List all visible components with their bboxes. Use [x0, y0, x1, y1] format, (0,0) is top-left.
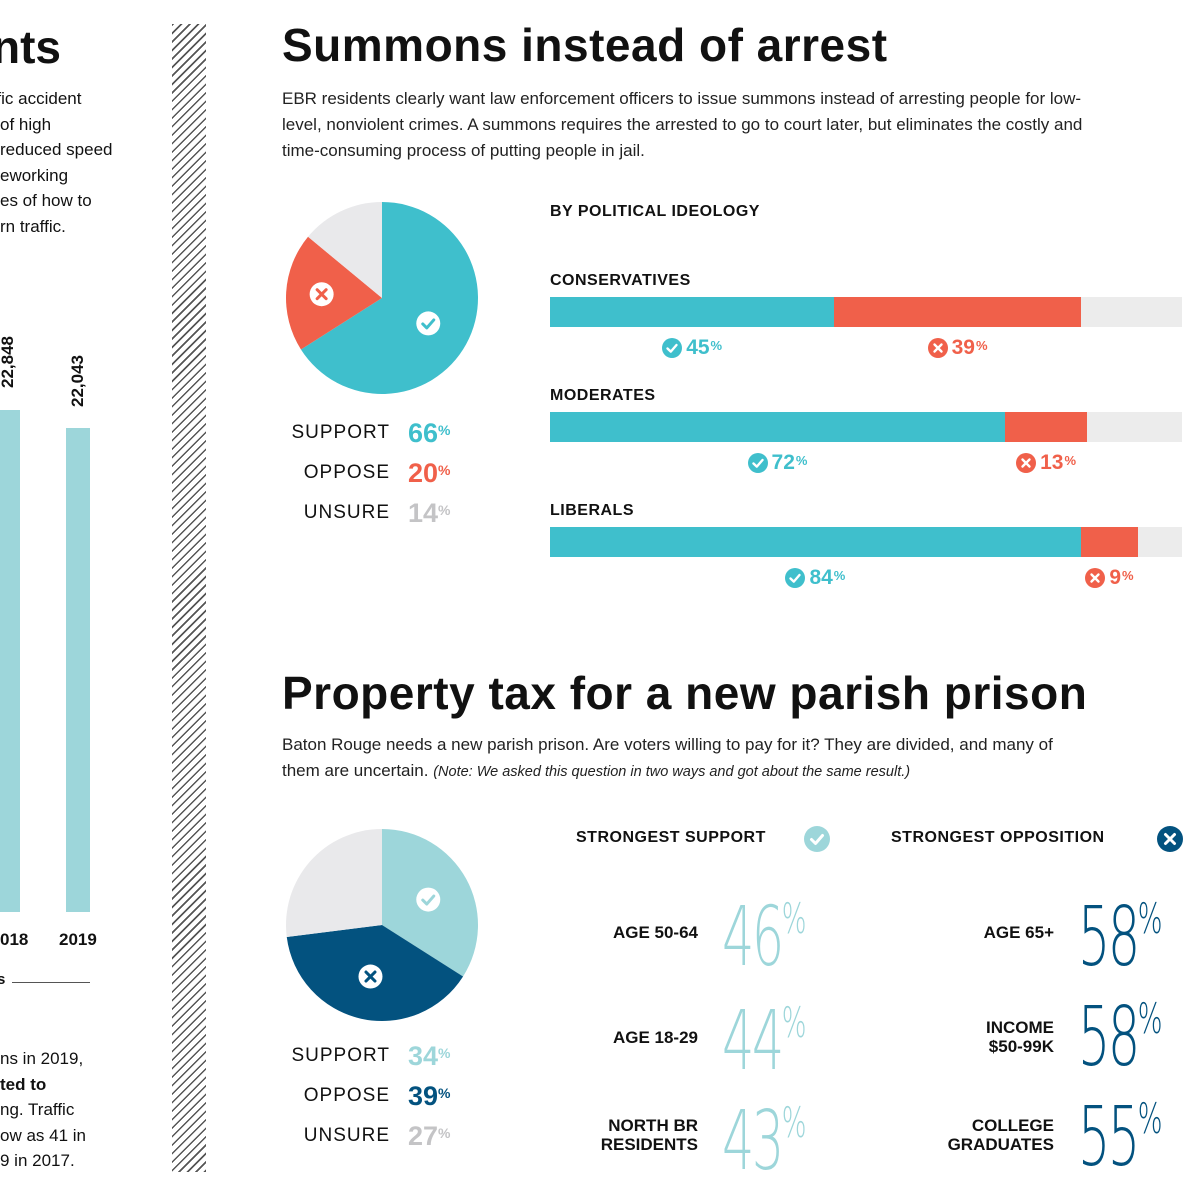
- tick-label-2018: 018: [0, 930, 29, 949]
- prison-title: Property tax for a new parish prison: [282, 667, 1088, 719]
- left-bottom-paragraph: ns in 2019, ted to ng. Traffic ow as 41 …: [0, 1049, 86, 1171]
- opposition-group-value-2: 58%: [1078, 990, 1163, 1085]
- ideology-support-label-moderates: 72%: [747, 451, 807, 475]
- summons-legend-unsure: UNSURE 14%: [303, 498, 451, 528]
- summons-pie-slice-support: [300, 202, 478, 394]
- bar-value-2019: 22,043: [68, 355, 87, 407]
- summons-pie-chart: [286, 202, 478, 394]
- left-section-title: nts: [0, 21, 61, 73]
- hatched-divider: [172, 24, 206, 1172]
- summons-paragraph: EBR residents clearly want law enforceme…: [282, 89, 1083, 160]
- strongest-opposition-heading: STRONGEST OPPOSITION: [891, 829, 1105, 846]
- ideology-bar-oppose-segment: [1080, 527, 1138, 557]
- ideology-label-conservatives: CONSERVATIVES: [550, 272, 691, 289]
- support-group-value-3: 43%: [722, 1094, 807, 1189]
- ideology-oppose-label-moderates: 13%: [1016, 451, 1076, 475]
- x-circle-icon: [1157, 826, 1183, 852]
- x-circle-icon: [309, 282, 334, 307]
- ideology-bar-moderates: [550, 412, 1182, 442]
- opposition-group-label-2: INCOME $50-99K: [986, 1018, 1054, 1056]
- opposition-group-label-1: AGE 65+: [983, 923, 1054, 942]
- opposition-group-value-1: 58%: [1078, 890, 1163, 985]
- check-circle-icon: [785, 568, 806, 588]
- ideology-bar-support-segment: [550, 412, 1006, 442]
- support-group-label-3: NORTH BR RESIDENTS: [600, 1116, 698, 1154]
- left-divider: [12, 982, 90, 983]
- summons-title: Summons instead of arrest: [282, 19, 888, 71]
- ideology-bar-conservatives: [550, 297, 1182, 327]
- support-group-value-1: 46%: [722, 890, 807, 985]
- ideology-oppose-label-liberals: 9%: [1085, 566, 1134, 590]
- prison-legend-oppose: OPPOSE 39%: [303, 1081, 451, 1111]
- check-circle-icon: [416, 311, 441, 336]
- prison-legend-support: SUPPORT 34%: [291, 1041, 451, 1071]
- left-section-paragraph: ffic accident of high reduced speed ewor…: [0, 89, 113, 236]
- prison-pie-chart: [286, 829, 478, 1021]
- ideology-bar-oppose-segment: [834, 297, 1081, 327]
- ideology-support-label-liberals: 84%: [785, 566, 845, 590]
- summons-pie-slice-unsure: [308, 202, 382, 298]
- x-circle-icon: [927, 338, 948, 358]
- check-circle-icon: [804, 826, 830, 852]
- ideology-bar-support-segment: [550, 527, 1081, 557]
- prison-legend-unsure: UNSURE 27%: [303, 1121, 451, 1151]
- x-circle-icon: [1016, 453, 1037, 473]
- prison-pie-slice-unsure: [286, 829, 382, 938]
- support-group-label-1: AGE 50-64: [612, 923, 698, 942]
- summons-legend-support: SUPPORT 66%: [291, 418, 451, 448]
- ideology-heading: BY POLITICAL IDEOLOGY: [550, 203, 760, 220]
- x-circle-icon: [1085, 568, 1106, 588]
- ideology-support-label-conservatives: 45%: [662, 336, 722, 360]
- x-circle-icon: [358, 964, 383, 989]
- check-circle-icon: [416, 887, 441, 912]
- tick-label-2019: 2019: [59, 930, 97, 949]
- check-circle-icon: [662, 338, 683, 358]
- ideology-label-liberals: LIBERALS: [550, 502, 634, 519]
- left-small-mark: s: [0, 971, 6, 988]
- ideology-oppose-label-conservatives: 39%: [927, 336, 988, 360]
- summons-legend-oppose: OPPOSE 20%: [303, 458, 451, 488]
- bar-2019: [66, 427, 90, 912]
- support-group-label-2: AGE 18-29: [612, 1028, 698, 1047]
- check-circle-icon: [747, 453, 768, 473]
- bar-value-2018: 22,848: [0, 336, 17, 388]
- ideology-bar-support-segment: [550, 297, 835, 327]
- ideology-bar-oppose-segment: [1005, 412, 1088, 442]
- prison-paragraph: Baton Rouge needs a new parish prison. A…: [282, 735, 1053, 780]
- strongest-support-heading: STRONGEST SUPPORT: [576, 829, 766, 846]
- opposition-group-value-3: 55%: [1078, 1090, 1163, 1185]
- ideology-label-moderates: MODERATES: [550, 387, 656, 404]
- bar-2018: [0, 410, 20, 912]
- support-group-value-2: 44%: [722, 994, 807, 1089]
- opposition-group-label-3: COLLEGE GRADUATES: [947, 1116, 1054, 1154]
- ideology-bar-liberals: [550, 527, 1182, 557]
- summons-pie-slice-oppose: [286, 236, 382, 350]
